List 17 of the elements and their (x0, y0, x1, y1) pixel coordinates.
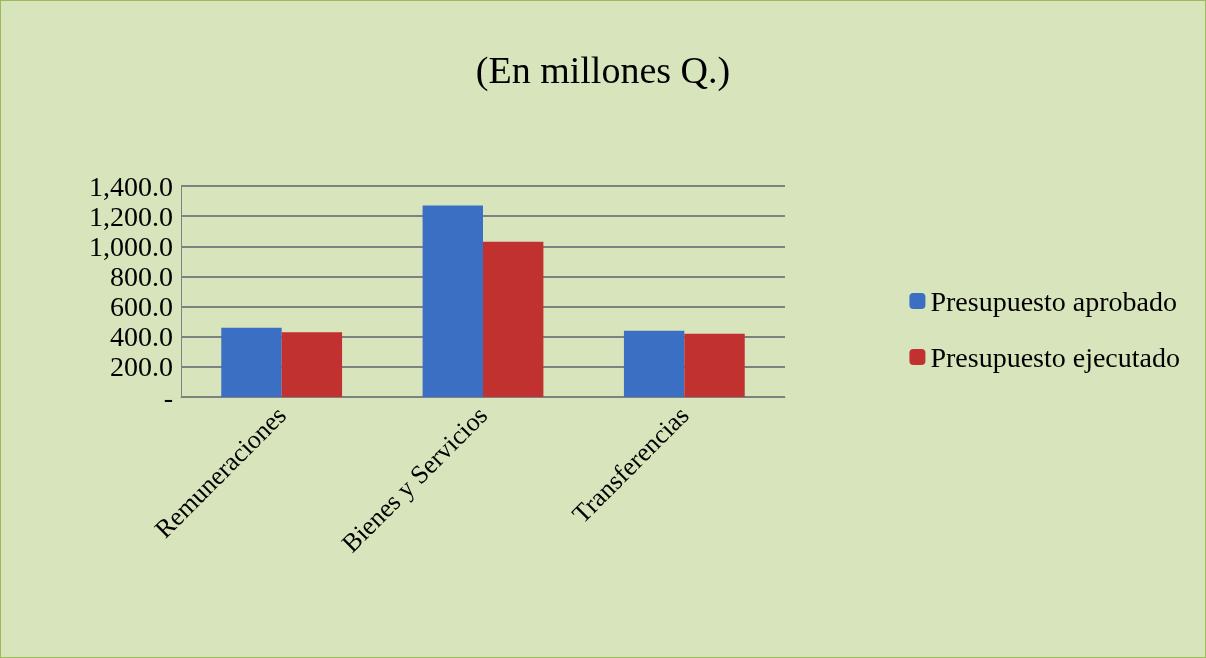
y-tick-label: 1,000.0 (89, 230, 173, 262)
bar (422, 205, 483, 397)
bar (684, 333, 745, 397)
y-tick-label: - (163, 381, 173, 413)
y-tick-label: 1,400.0 (89, 170, 173, 202)
chart-title: (En millones Q.) (475, 49, 731, 92)
y-tick-label: 200.0 (110, 351, 173, 383)
y-tick-label: 800.0 (110, 260, 173, 292)
legend-label: Presupuesto aprobado (930, 285, 1177, 317)
y-tick-label: 400.0 (110, 321, 173, 353)
bar (483, 241, 544, 397)
y-tick-label: 600.0 (110, 291, 173, 323)
bar (281, 332, 343, 397)
legend-label: Presupuesto ejecutado (930, 341, 1180, 373)
bar (221, 327, 282, 397)
y-tick-label: 1,200.0 (89, 200, 173, 232)
bar (623, 330, 685, 397)
